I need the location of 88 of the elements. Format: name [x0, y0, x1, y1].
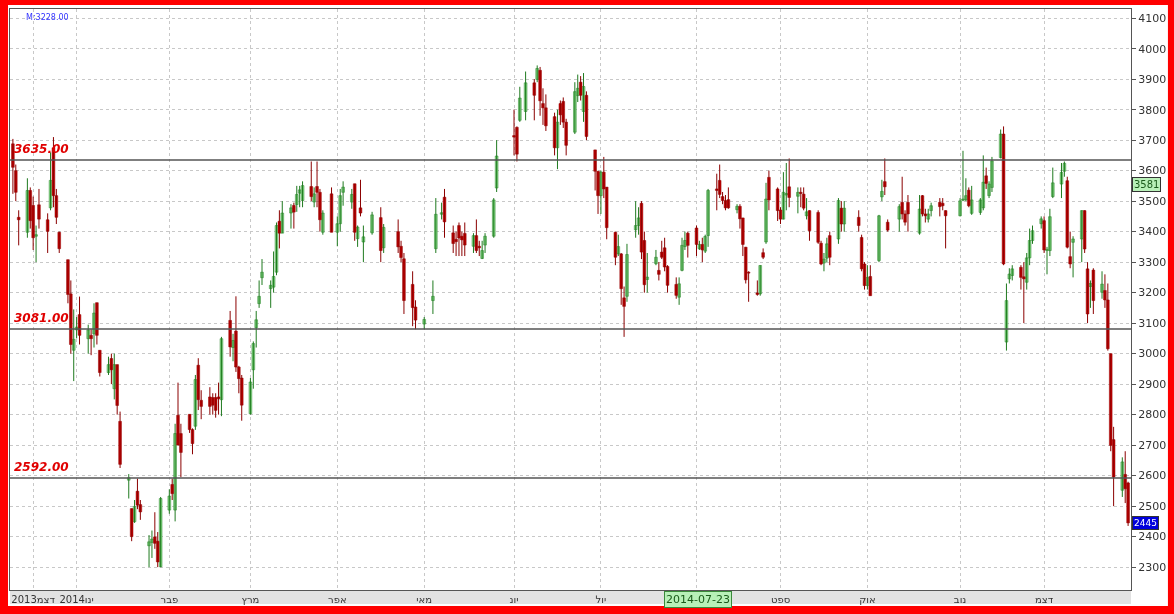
candlestick	[495, 139, 499, 193]
y-tick-label: 3200	[1138, 286, 1167, 300]
y-tick-label: 2300	[1138, 560, 1167, 574]
candlestick	[1022, 261, 1026, 324]
candlestick	[883, 157, 887, 196]
candlestick	[1004, 282, 1009, 352]
y-tick-label: 3600	[1138, 164, 1167, 178]
candlestick	[755, 279, 759, 297]
x-tick-label: מרץ	[241, 594, 260, 605]
candlestick	[1007, 267, 1011, 284]
y-tick-label: 2900	[1138, 377, 1167, 391]
y-tick-label: 2800	[1138, 408, 1167, 422]
candlestick	[170, 478, 174, 501]
candlestick	[442, 188, 447, 239]
y-tick-label: 2500	[1138, 499, 1167, 513]
candlestick	[492, 197, 496, 239]
text: 3581	[1134, 179, 1160, 190]
candlestick	[329, 186, 334, 233]
y-tick-label: 2400	[1138, 530, 1167, 544]
y-tick-label: 2700	[1138, 438, 1167, 452]
candlestick	[674, 276, 678, 300]
candlestick	[799, 186, 803, 208]
candlestick	[984, 167, 988, 190]
candlestick	[1010, 264, 1014, 281]
candlestick	[130, 508, 134, 542]
candlestick	[434, 197, 438, 254]
candlestick	[886, 218, 890, 233]
x-tick-label: 2014ינו	[59, 594, 94, 605]
candlestick	[1083, 209, 1087, 254]
candlestick	[422, 316, 426, 330]
y-tick-label: 3400	[1138, 225, 1167, 239]
candlestick	[758, 264, 762, 297]
x-tick-label: מאי	[416, 594, 433, 605]
candlestick	[518, 86, 522, 123]
annotation: M:3228.00	[26, 13, 69, 22]
candlestick	[216, 382, 221, 416]
candlestick	[474, 218, 478, 254]
candlestick	[523, 71, 528, 121]
candlestick	[411, 270, 415, 327]
x-tick-label: ספט	[770, 594, 791, 605]
candlestick	[967, 186, 971, 208]
candlestick	[634, 200, 638, 239]
x-tick-label: יונ	[509, 594, 519, 605]
x-tick-label: נוב	[953, 594, 967, 605]
y-tick-label: 2600	[1138, 469, 1167, 483]
ref-line-label: 2592.00	[14, 460, 69, 474]
candlestick	[828, 231, 832, 266]
candlestick	[57, 231, 61, 254]
y-tick-label: 3900	[1138, 73, 1167, 86]
candlestick	[1059, 162, 1064, 199]
candlestick	[463, 221, 467, 257]
x-tick-label: אפר	[328, 594, 347, 605]
y-tick-label: 3800	[1138, 103, 1167, 117]
text: 2014-07-23	[666, 593, 730, 606]
candlestick	[1051, 167, 1055, 199]
ref-line-label: 3081.00	[14, 311, 69, 325]
candlestick	[943, 209, 948, 249]
candlestick	[451, 225, 455, 254]
candlestick	[46, 212, 50, 254]
candlestick	[807, 209, 812, 242]
candlestick	[309, 160, 313, 202]
candlestick	[295, 185, 299, 213]
candlestick	[981, 154, 985, 211]
candlestick	[532, 78, 536, 121]
x-tick-label: דצמ	[1035, 594, 1054, 605]
y-tick-label: 3300	[1138, 255, 1167, 269]
candlestick	[787, 157, 791, 208]
candlestick	[686, 231, 690, 259]
y-tick-label: 4100	[1138, 12, 1167, 25]
x-tick-label: פבר	[160, 594, 179, 605]
candlestick	[379, 206, 383, 263]
candlestick	[775, 186, 780, 222]
candlestick	[802, 186, 806, 211]
y-tick-label: 4000	[1138, 42, 1167, 56]
candlestick	[17, 209, 21, 246]
x-tick-label: אוק	[859, 594, 876, 605]
x-tick-label: יול	[595, 594, 607, 605]
y-tick-label: 3100	[1138, 316, 1167, 330]
x-tick-label: 2013דצמ	[11, 594, 56, 605]
text: 2445	[1134, 518, 1157, 528]
candlestick	[98, 349, 102, 378]
y-tick-label: 3700	[1138, 133, 1167, 147]
candlestick	[167, 488, 171, 515]
candlestick	[552, 112, 557, 156]
candlestick	[857, 209, 861, 233]
candlestick	[312, 186, 316, 208]
y-tick-label: 3000	[1138, 347, 1167, 361]
y-tick-label: 3500	[1138, 194, 1167, 208]
